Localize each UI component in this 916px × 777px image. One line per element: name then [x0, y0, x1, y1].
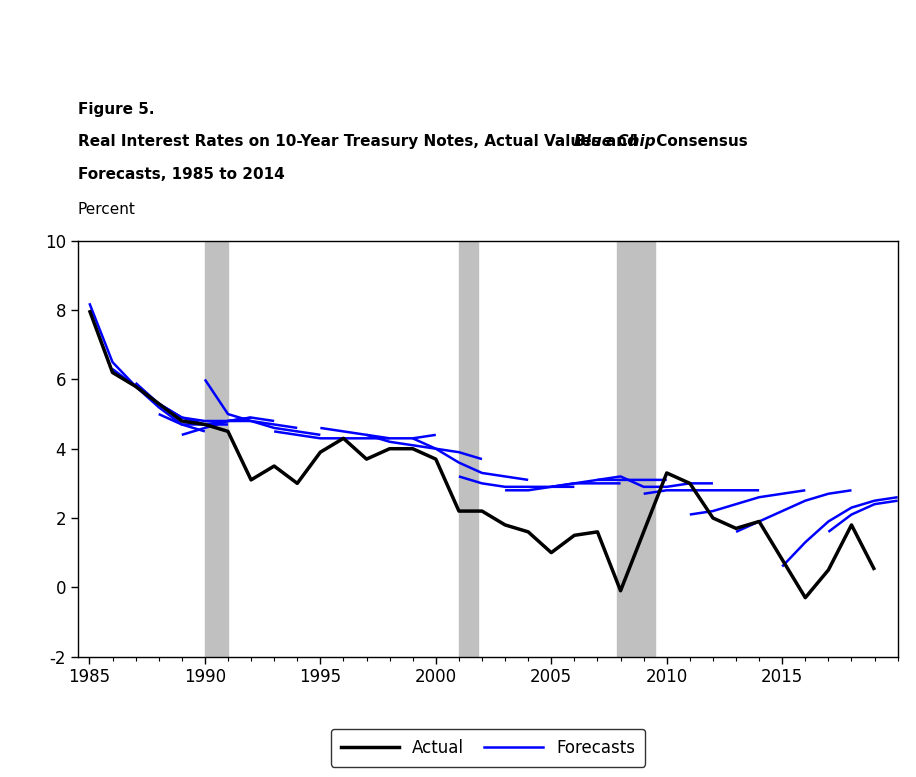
Legend: Actual, Forecasts: Actual, Forecasts — [331, 729, 645, 767]
Text: Real Interest Rates on 10-Year Treasury Notes, Actual Values and: Real Interest Rates on 10-Year Treasury … — [78, 134, 643, 149]
Text: Blue Chip: Blue Chip — [574, 134, 656, 149]
Bar — [205, 241, 228, 657]
Bar — [459, 241, 478, 657]
Text: Consensus: Consensus — [651, 134, 748, 149]
Text: Forecasts, 1985 to 2014: Forecasts, 1985 to 2014 — [78, 167, 285, 182]
Text: Figure 5.: Figure 5. — [78, 102, 155, 117]
Text: Percent: Percent — [78, 202, 136, 218]
Bar — [616, 241, 655, 657]
